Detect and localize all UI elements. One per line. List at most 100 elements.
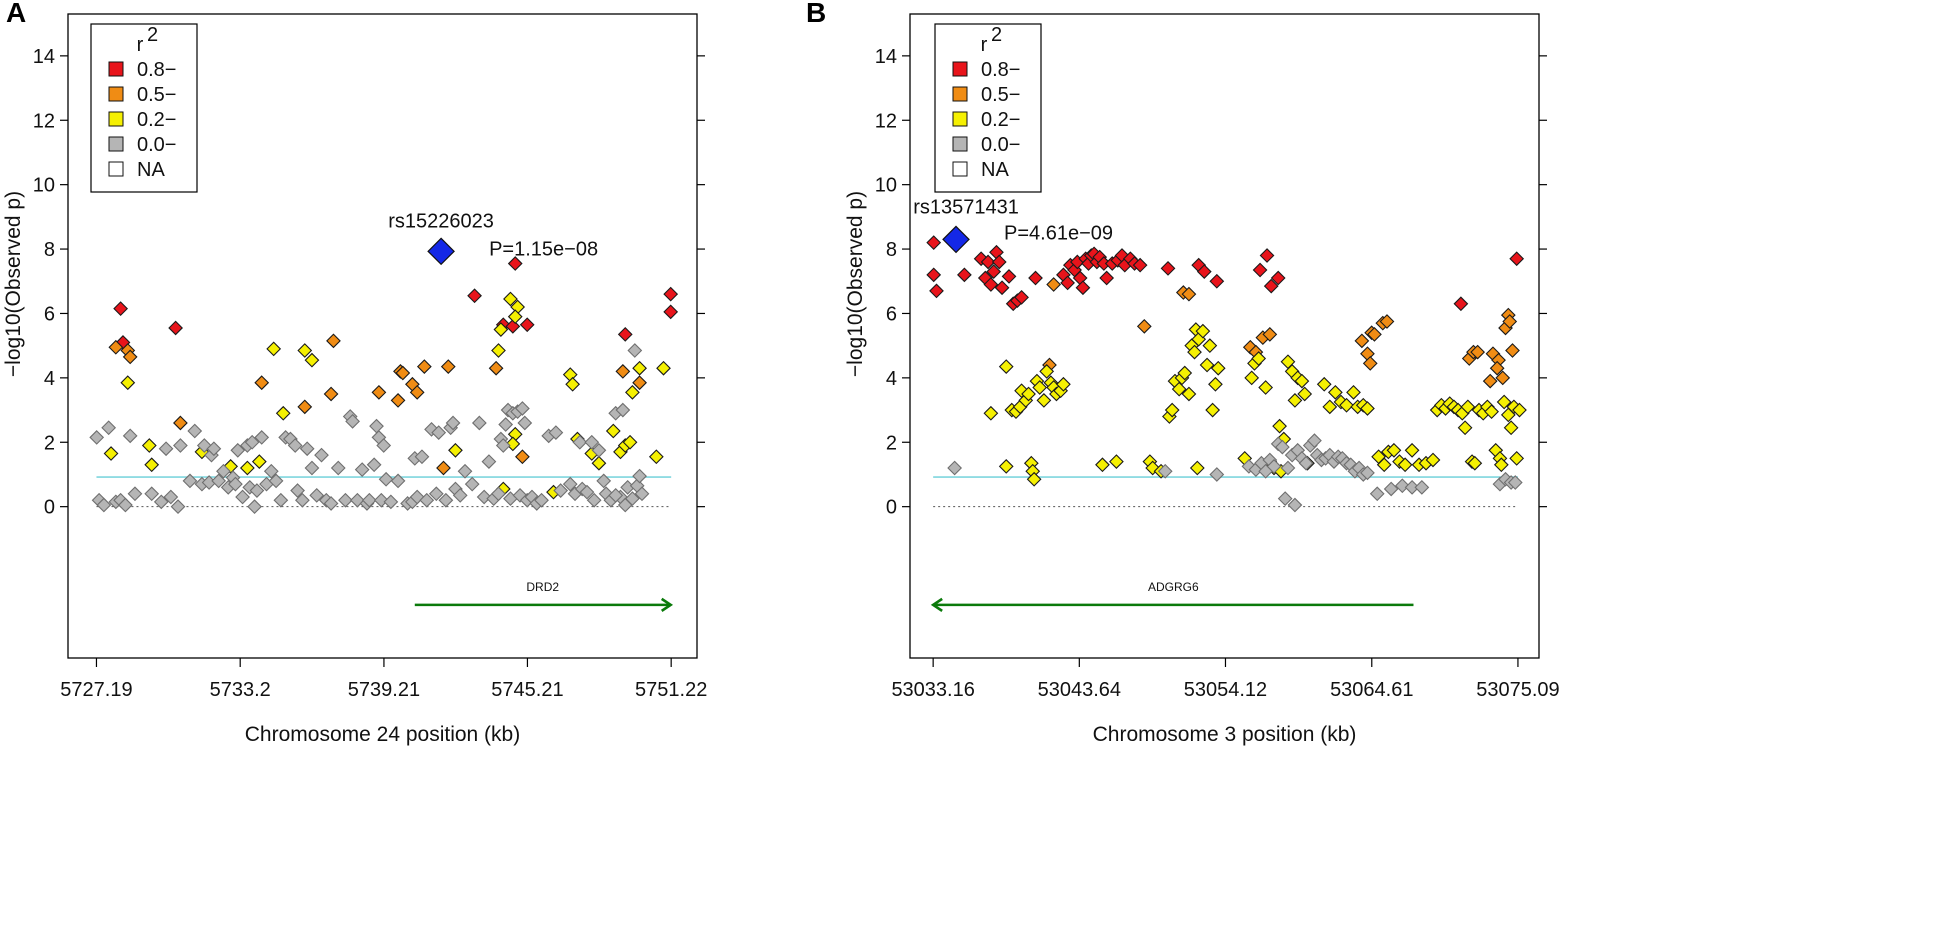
snp-point-gray	[1507, 475, 1523, 490]
snp-point-gray	[632, 468, 647, 484]
snp-point-yellow	[1425, 452, 1441, 468]
snp-point-yellow	[141, 438, 157, 453]
snp-point-gray	[163, 489, 179, 505]
snp-point-gray	[1280, 460, 1296, 476]
legend-label: 0.8−	[137, 59, 176, 81]
x-tick-label: 5739.21	[348, 679, 420, 701]
snp-point-yellow	[275, 405, 291, 421]
snp-point-gray	[323, 496, 339, 511]
legend-label: 0.5−	[981, 84, 1020, 106]
snp-point-gray	[206, 441, 222, 457]
snp-point-red	[663, 304, 679, 320]
snp-point-yellow	[1404, 442, 1420, 458]
y-tick-label: 8	[44, 239, 55, 261]
snp-point-yellow	[625, 384, 640, 400]
legend-label: NA	[137, 159, 165, 181]
snp-point-gray	[495, 438, 511, 453]
snp-point-gray	[242, 479, 258, 495]
legend-swatch	[108, 161, 124, 177]
snp-point-yellow	[1376, 457, 1392, 473]
snp-point-yellow	[1297, 386, 1313, 402]
snp-point-orange	[108, 339, 124, 355]
snp-point-gray	[1298, 455, 1314, 471]
x-tick-label: 53064.61	[1330, 679, 1413, 701]
snp-point-gray	[498, 417, 514, 432]
snp-point-gray	[625, 491, 640, 506]
snp-point-red	[1028, 270, 1043, 286]
snp-point-yellow	[1272, 418, 1287, 434]
snp-point-red	[1132, 257, 1148, 273]
lead-snp-point	[942, 225, 970, 254]
snp-point-yellow	[1026, 471, 1042, 487]
snp-point-gray	[1275, 439, 1290, 455]
legend: r 2 0.8− 0.5− 0.2− 0.0− NA	[934, 23, 1042, 193]
snp-point-orange	[1354, 333, 1370, 349]
snp-point-yellow	[1056, 376, 1071, 392]
snp-point-red	[507, 256, 523, 271]
snp-point-yellow	[622, 434, 638, 450]
legend-swatch	[952, 111, 968, 127]
snp-point-gray	[338, 492, 353, 508]
snp-point-red	[1099, 270, 1115, 286]
snp-point-yellow	[1095, 457, 1110, 473]
snp-point-yellow	[266, 341, 282, 357]
snp-point-yellow	[1509, 450, 1525, 466]
snp-point-gray	[390, 473, 406, 489]
snp-point-yellow	[632, 360, 647, 376]
snp-point-gray	[309, 488, 325, 503]
x-tick-label: 5745.21	[491, 679, 563, 701]
snp-point-red	[986, 264, 1002, 279]
snp-point-yellow	[1467, 455, 1483, 471]
snp-point-red	[991, 254, 1007, 270]
snp-point-red	[926, 235, 942, 250]
snp-point-red	[973, 251, 989, 267]
snp-point-yellow	[507, 309, 523, 325]
snp-point-yellow	[605, 423, 621, 439]
snp-point-gray	[1307, 433, 1322, 449]
snp-point-orange	[488, 360, 504, 376]
panel-b: B 0 2 4 6 8 10 12 14 53033.16 53043.64 53054.12 5306…	[806, 0, 1560, 746]
panel-a: A 0 2 4 6 8 10 12 14 5727.19 5733.2 5739.21 5745.21 5…	[2, 0, 707, 746]
snp-point-red	[926, 267, 942, 283]
legend-label: 0.5−	[137, 84, 176, 106]
y-axis-title: −log10(Observed p)	[2, 191, 25, 377]
legend-swatch	[108, 136, 124, 152]
snp-point-red	[1001, 269, 1017, 284]
snp-point-yellow	[120, 375, 136, 391]
snp-point-yellow	[1202, 338, 1218, 354]
x-axis-title: Chromosome 24 position (kb)	[245, 723, 520, 746]
snp-point-yellow	[1036, 393, 1052, 408]
snp-point-orange	[416, 359, 432, 374]
snp-point-yellow	[1109, 454, 1124, 469]
lead-snp-pvalue: P=4.61e−09	[1004, 222, 1113, 244]
snp-point-gray	[299, 441, 315, 457]
plot-frame	[67, 13, 698, 659]
snp-point-orange	[632, 375, 647, 391]
snp-point-red	[1263, 278, 1279, 294]
snp-point-gray	[512, 488, 528, 503]
snp-point-gray	[158, 441, 174, 457]
snp-point-gray	[101, 420, 117, 436]
snp-point-yellow	[1327, 384, 1343, 400]
snp-point-orange	[122, 349, 138, 365]
snp-point-gray	[1277, 491, 1293, 506]
legend-label: NA	[981, 159, 1009, 181]
snp-point-yellow	[1294, 373, 1310, 389]
snp-point-yellow	[239, 460, 255, 476]
snp-point-orange	[440, 359, 456, 374]
snp-point-gray	[361, 492, 377, 508]
snp-point-orange	[1362, 355, 1378, 371]
snp-point-yellow	[591, 455, 607, 471]
snp-point-gray	[579, 484, 595, 500]
snp-point-yellow	[103, 446, 119, 461]
snp-point-red	[994, 280, 1010, 296]
snp-point-red	[980, 254, 996, 270]
snp-point-yellow	[491, 343, 506, 358]
snp-point-orange	[1482, 373, 1498, 389]
snp-point-red	[663, 286, 679, 302]
snp-point-orange	[1495, 370, 1511, 386]
legend-swatch	[952, 136, 968, 152]
snp-point-gray	[615, 402, 631, 418]
snp-point-gray	[562, 476, 578, 492]
